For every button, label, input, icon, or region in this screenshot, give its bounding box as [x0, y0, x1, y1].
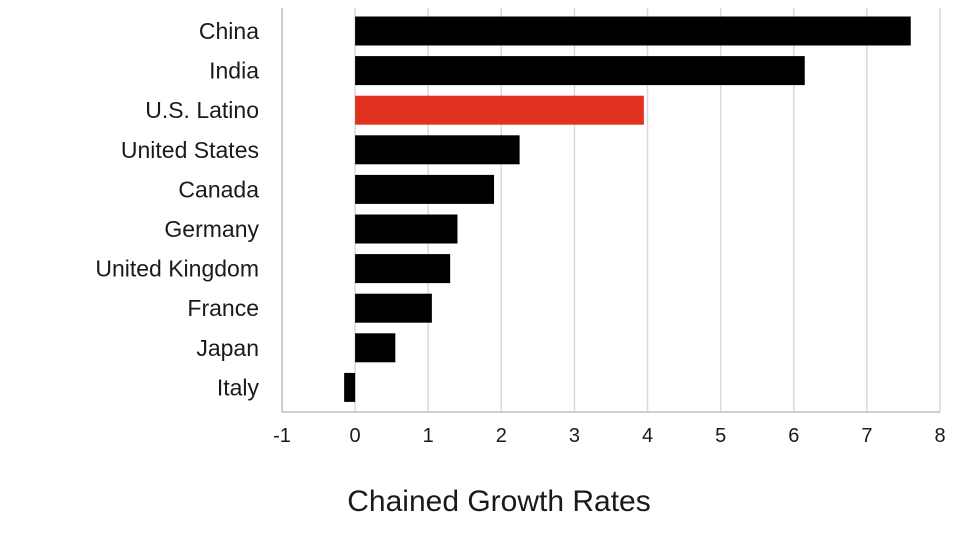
category-label-france: France — [187, 295, 259, 321]
x-tick-label: 0 — [350, 425, 361, 447]
x-tick-label: 5 — [715, 425, 726, 447]
bar-u-s-latino — [355, 95, 644, 125]
bars — [344, 16, 911, 402]
x-axis-title: Chained Growth Rates — [347, 485, 651, 518]
bar-china — [355, 16, 911, 46]
category-label-china: China — [199, 18, 259, 44]
x-tick-label: 7 — [861, 425, 872, 447]
x-tick-labels: -1 0 1 2 3 4 5 6 7 8 — [273, 425, 945, 447]
category-label-india: India — [209, 58, 259, 84]
category-label-united-states: United States — [121, 137, 259, 163]
category-label-canada: Canada — [178, 176, 259, 202]
bar-italy — [344, 372, 356, 402]
bar-germany — [355, 214, 458, 244]
bar-united-kingdom — [355, 254, 451, 284]
bar-france — [355, 293, 432, 323]
x-tick-label: -1 — [273, 425, 291, 447]
category-label-germany: Germany — [164, 216, 259, 242]
bar-canada — [355, 174, 495, 204]
bar-japan — [355, 333, 396, 363]
x-tick-label: 1 — [423, 425, 434, 447]
category-label-u-s-latino: U.S. Latino — [145, 97, 259, 123]
x-tick-label: 3 — [569, 425, 580, 447]
x-tick-label: 2 — [496, 425, 507, 447]
axes — [281, 8, 940, 413]
category-label-japan: Japan — [196, 335, 259, 361]
x-tick-label: 4 — [642, 425, 653, 447]
category-labels: China India U.S. Latino United States Canada… — [95, 18, 259, 400]
x-tick-label: 6 — [788, 425, 799, 447]
bar-india — [355, 56, 805, 86]
bar-united-states — [355, 135, 520, 165]
category-label-italy: Italy — [217, 374, 260, 400]
category-label-united-kingdom: United Kingdom — [95, 256, 259, 282]
x-tick-label: 8 — [934, 425, 945, 447]
